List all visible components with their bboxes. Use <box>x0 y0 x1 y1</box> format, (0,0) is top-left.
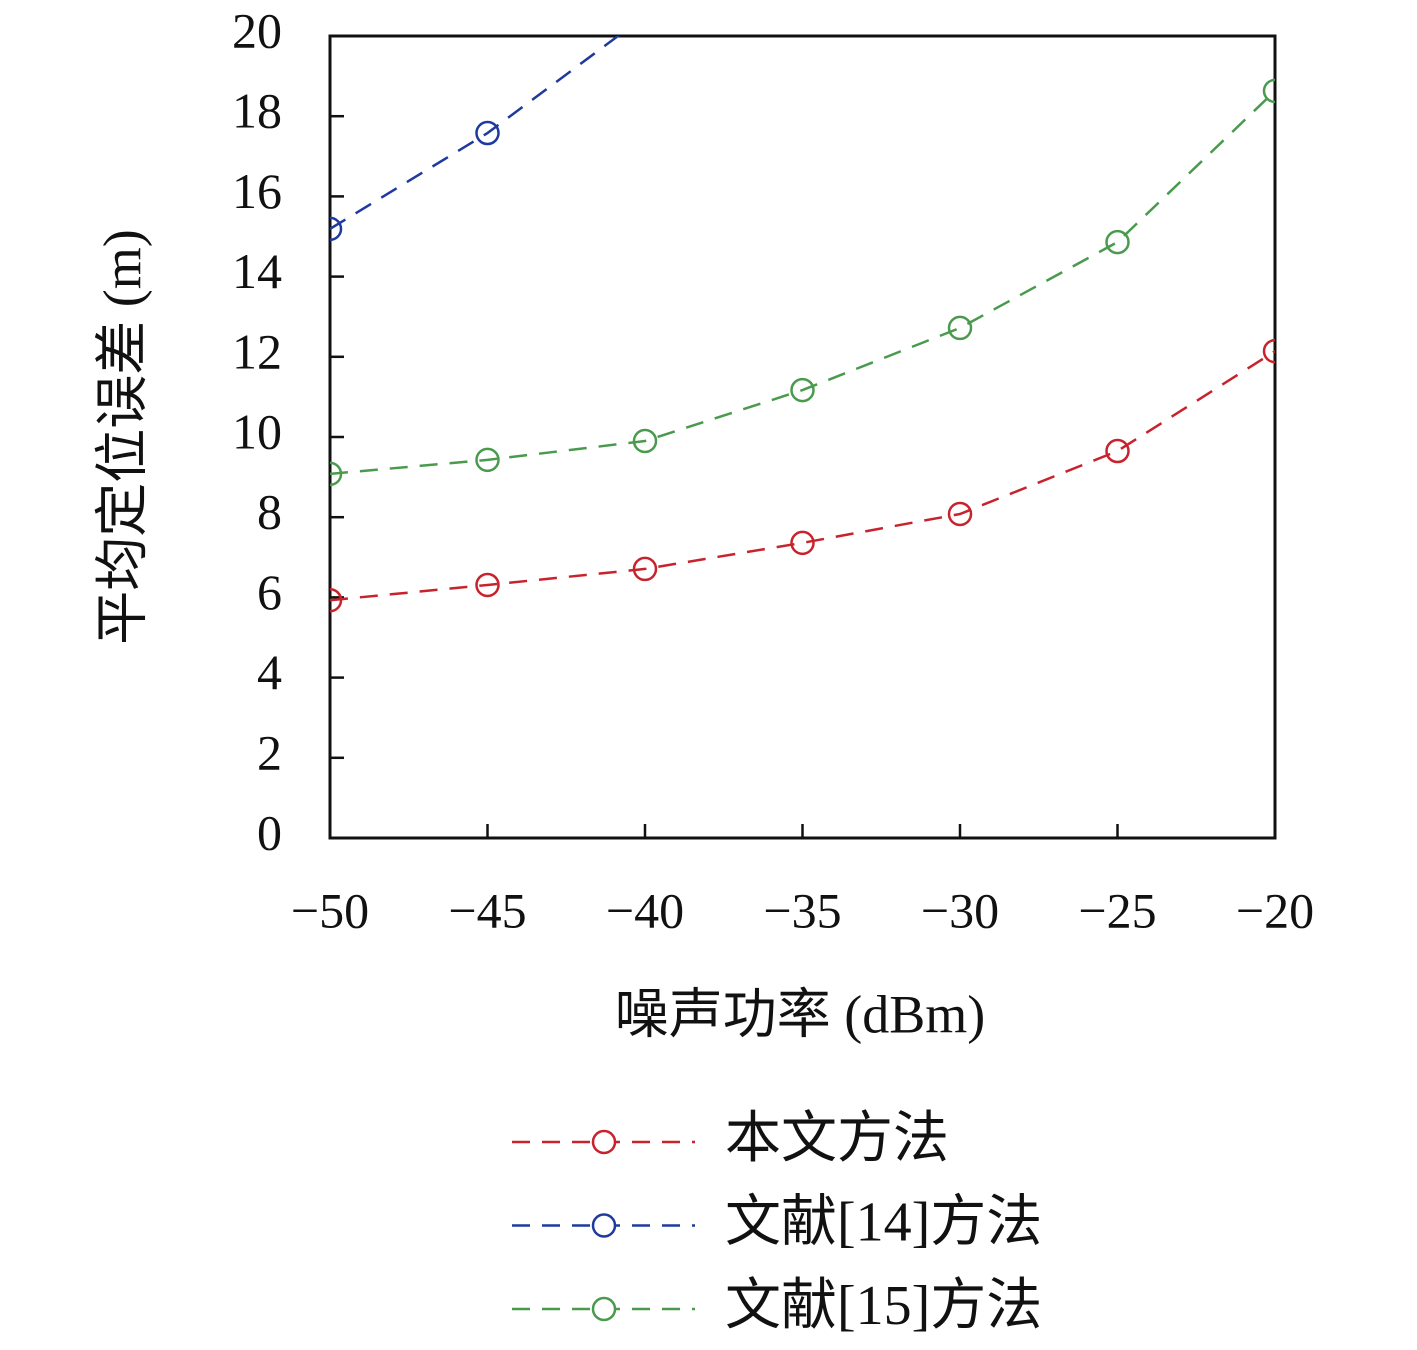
point <box>475 120 500 146</box>
point <box>1262 338 1275 364</box>
y-tick-label: 12 <box>232 323 282 379</box>
x-tick-label: −40 <box>606 882 684 938</box>
point <box>790 530 815 556</box>
y-tick-label: 16 <box>232 163 282 219</box>
y-tick-label: 14 <box>232 243 282 299</box>
series-line <box>330 36 621 230</box>
x-tick-label: −50 <box>291 882 369 938</box>
point <box>475 572 500 598</box>
y-tick-label: 0 <box>257 804 282 860</box>
plot-area <box>330 5 1275 613</box>
legend-label: 文献[14]方法 <box>725 1191 1042 1253</box>
point <box>1105 438 1130 464</box>
legend-label: 文献[15]方法 <box>725 1275 1042 1337</box>
x-tick-label: −25 <box>1078 882 1156 938</box>
x-tick-label: −35 <box>763 882 841 938</box>
legend-marker <box>591 1129 617 1155</box>
point <box>475 447 500 473</box>
x-tick-label: −30 <box>921 882 999 938</box>
plot-frame <box>328 34 1277 840</box>
point <box>947 501 973 527</box>
series-line <box>330 90 1275 476</box>
legend-marker <box>591 1296 617 1322</box>
y-tick-label: 18 <box>232 83 282 139</box>
point <box>330 216 343 242</box>
y-tick-label: 4 <box>257 644 282 700</box>
point <box>1262 78 1275 104</box>
series-line <box>330 350 1275 602</box>
point <box>330 461 343 487</box>
y-tick-label: 20 <box>232 2 282 58</box>
y-tick-label: 2 <box>257 724 282 780</box>
y-tick-label: 10 <box>232 403 282 459</box>
point <box>632 428 658 454</box>
x-tick-label: −20 <box>1236 882 1314 938</box>
point <box>330 587 343 613</box>
y-tick-label: 8 <box>257 484 282 540</box>
point <box>634 5 656 27</box>
point <box>632 556 658 582</box>
legend-marker <box>591 1213 617 1238</box>
legend-label: 本文方法 <box>725 1108 949 1170</box>
y-axis-label: 平均定位误差 (m) <box>92 229 152 644</box>
point <box>1105 229 1130 255</box>
point <box>790 377 815 403</box>
x-axis-label: 噪声功率 (dBm) <box>615 984 986 1044</box>
x-tick-label: −45 <box>448 882 526 938</box>
y-tick-label: 6 <box>257 564 282 620</box>
point <box>947 315 973 341</box>
